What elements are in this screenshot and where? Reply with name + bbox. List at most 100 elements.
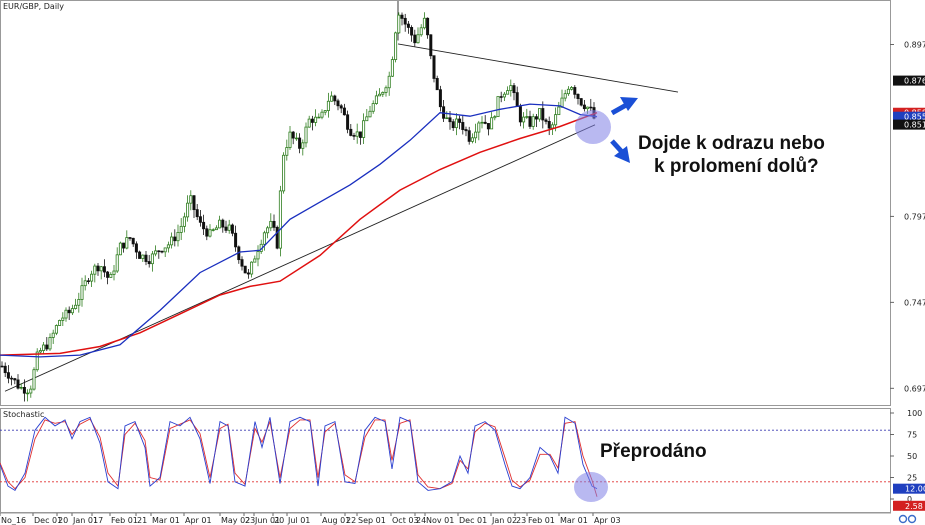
candle-body xyxy=(147,261,151,265)
candle-body xyxy=(355,131,359,137)
candle-body xyxy=(38,350,42,353)
stochastic-badge xyxy=(893,483,925,494)
candle-body xyxy=(349,128,353,136)
x-tick-label: Dec 01 xyxy=(34,516,62,525)
candle-body xyxy=(470,137,474,142)
candle-body xyxy=(13,378,17,381)
candle-body xyxy=(435,78,439,91)
trendline-1 xyxy=(397,43,679,93)
candle-body xyxy=(496,96,500,118)
candle-body xyxy=(141,254,145,259)
candle-body xyxy=(122,242,126,249)
candle-body xyxy=(128,237,132,239)
candle-body xyxy=(352,135,356,137)
candle-body xyxy=(541,108,545,121)
price-badge-label: 0.8557 xyxy=(904,113,925,122)
stochastic-panel-frame xyxy=(0,408,891,513)
candle-body xyxy=(483,121,487,124)
candle-body xyxy=(64,309,68,319)
stochastic-tick-label: 75 xyxy=(907,431,917,440)
annotation-question-line-2: k prolomení dolů? xyxy=(654,156,819,177)
stochastic-tick-label: 50 xyxy=(907,452,917,461)
candle-body xyxy=(374,95,378,104)
candle-body xyxy=(528,116,532,127)
candle-body xyxy=(416,34,420,44)
candle-body xyxy=(160,250,164,253)
candle-body xyxy=(301,142,305,149)
candle-body xyxy=(99,266,103,272)
x-tick-label: Dec 01 xyxy=(459,516,487,525)
candle-body xyxy=(282,154,286,192)
price-layer xyxy=(0,1,679,402)
candle-body xyxy=(35,351,39,371)
candle-body xyxy=(515,92,519,107)
settings-icon[interactable] xyxy=(898,514,917,524)
candle-body xyxy=(246,272,250,275)
candle-body xyxy=(547,121,551,129)
candle-body xyxy=(406,23,410,28)
candle-body xyxy=(387,75,391,89)
price-panel-frame xyxy=(0,0,891,406)
ma-slow-line xyxy=(0,111,598,356)
candle-body xyxy=(10,377,14,380)
x-tick-label: Aug 01 xyxy=(322,516,350,525)
price-tick-label: 0.7477 xyxy=(904,298,925,307)
candle-body xyxy=(509,85,513,92)
candle-body xyxy=(464,129,468,132)
candle-body xyxy=(333,95,337,102)
x-tick-label: Jul 01 xyxy=(287,516,310,525)
candle-body xyxy=(419,27,423,36)
candle-body xyxy=(0,365,4,368)
candle-body xyxy=(77,299,81,306)
candle-body xyxy=(330,95,334,102)
x-tick-label: Apr 01 xyxy=(185,516,212,525)
price-tick-label: 0.7977 xyxy=(904,212,925,221)
candle-body xyxy=(589,106,593,109)
candle-body xyxy=(474,131,478,139)
x-tick-label: Jun 01 xyxy=(254,516,280,525)
price-badge-label: 0.8767 xyxy=(904,77,925,86)
candle-body xyxy=(362,120,366,138)
candle-body xyxy=(557,106,561,116)
candle-body xyxy=(189,195,193,204)
x-tick-label: 23 xyxy=(516,516,526,525)
arrow-up-icon xyxy=(610,97,638,116)
axis-layer: 0.69770.74770.79770.89770.87670.85800.85… xyxy=(0,40,925,525)
x-tick-label: Jan 02 xyxy=(491,516,517,525)
price-highlight-circle xyxy=(575,110,611,144)
candle-body xyxy=(403,17,407,25)
x-tick-label: No_16 xyxy=(1,516,26,525)
candle-body xyxy=(346,114,350,130)
candle-body xyxy=(74,304,78,309)
candle-body xyxy=(371,103,375,112)
candle-body xyxy=(144,254,148,262)
candle-body xyxy=(214,227,218,231)
annotation-question-line-1: Dojde k odrazu nebo xyxy=(638,133,825,154)
candle-body xyxy=(125,237,129,249)
candle-body xyxy=(115,254,119,272)
stochastic-tick-label: 0 xyxy=(907,495,912,504)
candle-body xyxy=(58,320,62,326)
candle-body xyxy=(368,110,372,118)
candle-body xyxy=(522,116,526,123)
candle-body xyxy=(205,228,209,237)
candle-body xyxy=(576,93,580,99)
candle-body xyxy=(90,273,94,282)
candle-body xyxy=(208,229,212,237)
candle-body xyxy=(182,216,186,227)
stochastic-layer xyxy=(0,416,890,497)
candle-body xyxy=(221,219,225,228)
candle-body xyxy=(534,116,538,120)
candle-body xyxy=(166,244,170,249)
candle-body xyxy=(157,250,161,253)
candle-body xyxy=(506,90,510,95)
candle-body xyxy=(211,229,215,231)
candle-body xyxy=(6,372,10,379)
candle-body xyxy=(326,100,330,111)
candle-body xyxy=(131,237,135,245)
stochastic-highlight-circle xyxy=(574,472,608,502)
candle-body xyxy=(269,220,273,229)
candle-body xyxy=(150,253,154,265)
x-tick-label: Feb 01 xyxy=(528,516,555,525)
